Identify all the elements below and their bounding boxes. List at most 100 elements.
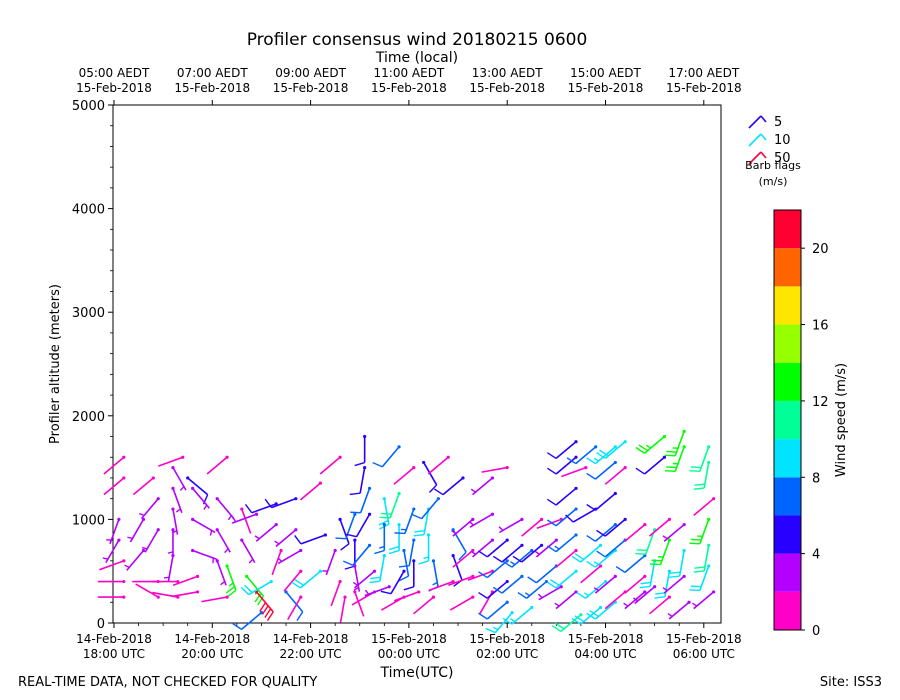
- colorbar-tick-label: 20: [812, 242, 829, 257]
- barb-shaft: [561, 466, 587, 478]
- wind-barb: [571, 543, 603, 563]
- wind-barb: [502, 548, 534, 568]
- barb-feather: [574, 615, 585, 623]
- barb-shaft: [172, 488, 183, 514]
- wind-barb: [566, 445, 598, 465]
- barb-shaft: [693, 591, 715, 610]
- y-tick-label: 2000: [72, 410, 105, 425]
- barb-half-feather: [141, 546, 148, 550]
- barb-shaft: [135, 583, 159, 598]
- barb-dot: [623, 517, 627, 522]
- barb-shaft: [678, 550, 685, 577]
- barb-feather: [689, 589, 700, 592]
- barb-shaft: [703, 462, 710, 489]
- x-tick-date: 14-Feb-2018: [76, 632, 152, 646]
- wind-barb: [662, 522, 686, 542]
- barb-feather: [369, 580, 380, 584]
- barb-half-feather: [593, 561, 599, 566]
- barb-shaft: [634, 586, 656, 605]
- barb-dot: [662, 434, 667, 439]
- barb-feather: [650, 563, 661, 566]
- wind-barb: [231, 512, 259, 524]
- wind-barb: [418, 533, 431, 565]
- barb-shaft: [381, 446, 400, 468]
- barb-feather: [551, 625, 562, 633]
- wind-barb: [689, 445, 711, 473]
- barb-feather: [690, 466, 702, 469]
- barb-shaft: [703, 545, 710, 572]
- barb-dot: [191, 486, 195, 490]
- barb-shaft: [339, 596, 346, 623]
- barb-shaft: [201, 596, 228, 603]
- barb-feather: [589, 610, 599, 618]
- barb-shaft: [448, 575, 474, 587]
- barb-shaft: [192, 487, 210, 509]
- barb-dot: [274, 502, 278, 506]
- wind-barb: [191, 548, 218, 564]
- x-tick-time: 20:00 UTC: [181, 647, 243, 661]
- barb-dot: [122, 559, 126, 563]
- barb-feather: [413, 533, 425, 537]
- barb-half-feather: [127, 536, 133, 540]
- barb-dot: [554, 538, 558, 542]
- barb-shaft: [674, 431, 685, 457]
- barb-feather: [379, 516, 391, 519]
- barb-feather: [381, 512, 392, 515]
- barb-feather: [344, 565, 356, 570]
- wind-barb: [555, 548, 578, 568]
- wind-barb: [394, 590, 421, 602]
- barb-shaft: [580, 544, 602, 563]
- wind-barb: [692, 590, 716, 610]
- colorbar-bin: [774, 400, 801, 440]
- barb-feather: [485, 627, 496, 634]
- barb-dot: [613, 445, 617, 449]
- barb-legend-title: Barb flags: [745, 159, 801, 172]
- barb-shaft: [535, 539, 557, 558]
- top-tick-time: 15:00 AEDT: [570, 66, 641, 80]
- barb-dot: [574, 486, 578, 490]
- wind-barb: [546, 533, 578, 553]
- barb-dot: [574, 533, 578, 537]
- barb-dot: [707, 564, 711, 568]
- wind-barb: [604, 466, 627, 485]
- barb-legend-units: (m/s): [759, 175, 788, 188]
- barb-shaft: [604, 441, 626, 460]
- barb-dot: [667, 517, 671, 522]
- barb-half-feather: [633, 597, 639, 602]
- wind-barb: [191, 517, 216, 536]
- barb-shaft: [390, 570, 405, 595]
- wind-barb: [103, 455, 126, 475]
- barb-dot: [643, 522, 647, 527]
- colorbar-bin: [774, 477, 801, 516]
- barb-shaft: [171, 591, 198, 598]
- wind-barb: [664, 445, 686, 473]
- barb-feather: [636, 549, 648, 552]
- barb-dot: [353, 590, 357, 594]
- barb-shaft: [251, 503, 277, 514]
- wind-barb: [240, 507, 252, 534]
- wind-barb: [669, 548, 686, 578]
- wind-barb: [546, 569, 578, 589]
- barb-shaft: [536, 518, 562, 530]
- barb-dot: [530, 605, 534, 610]
- wind-barb: [352, 569, 377, 589]
- barb-dot: [338, 455, 342, 459]
- barb-dot: [117, 517, 121, 522]
- barb-dot: [436, 497, 440, 501]
- wind-barb: [521, 517, 544, 537]
- barb-dot: [412, 538, 416, 542]
- barb-shaft: [663, 523, 685, 542]
- wind-barb: [353, 590, 365, 617]
- barb-half-feather: [623, 602, 629, 607]
- barb-dot: [367, 486, 372, 490]
- barb-dot: [122, 595, 126, 599]
- barb-half-feather: [220, 580, 226, 586]
- wind-barb: [527, 564, 558, 584]
- wind-barb: [485, 611, 514, 634]
- barb-dot: [623, 466, 627, 470]
- wind-barb: [201, 595, 229, 603]
- barb-dot: [682, 429, 686, 433]
- barb-shaft: [644, 435, 665, 454]
- barb-feather: [666, 466, 677, 469]
- wind-barb: [171, 486, 183, 514]
